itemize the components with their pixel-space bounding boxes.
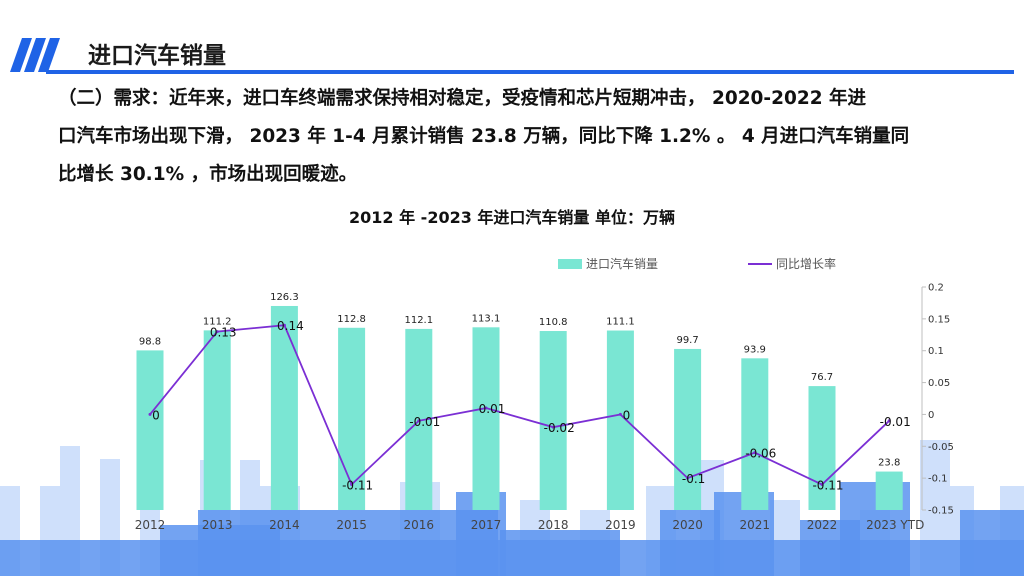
bar-label-2019: 111.1 [606, 317, 635, 328]
chart-legend: 进口汽车销量 同比增长率 [558, 256, 836, 271]
legend-bar-label: 进口汽车销量 [586, 256, 658, 271]
growth-label-2017: 0.01 [479, 402, 506, 416]
bar-2012 [136, 350, 164, 510]
bar-label-2022: 76.7 [811, 372, 833, 383]
bar-2019 [606, 330, 634, 510]
bar-2015 [338, 327, 366, 510]
bar-label-2020: 99.7 [676, 335, 698, 346]
skyline-decoration [0, 440, 1024, 576]
x-tick-2016: 2016 [404, 518, 435, 532]
growth-point-2022 [820, 483, 824, 487]
bar-2021 [741, 358, 769, 510]
x-tick-2017: 2017 [471, 518, 502, 532]
growth-label-2012: 0 [152, 408, 160, 422]
growth-point-2018 [551, 425, 555, 429]
bar-label-2015: 112.8 [337, 314, 366, 325]
growth-label-2023 YTD: -0.01 [880, 415, 911, 429]
x-tick-2022: 2022 [807, 518, 838, 532]
x-tick-2018: 2018 [538, 518, 569, 532]
growth-label-2020: -0.1 [682, 472, 705, 486]
right-tick--0.05: -0.05 [928, 442, 954, 453]
x-tick-2020: 2020 [672, 518, 703, 532]
growth-label-2015: -0.11 [342, 479, 373, 493]
bar-2020 [674, 348, 702, 510]
x-tick-2012: 2012 [135, 518, 166, 532]
legend-line-label: 同比增长率 [776, 256, 836, 271]
growth-label-2014: 0.14 [277, 319, 304, 333]
bar-2017 [472, 327, 500, 510]
growth-point-2017 [484, 406, 488, 410]
paragraph-line-1: （二）需求：近年来，进口车终端需求保持相对稳定，受疫情和芯片短期冲击， 2020… [58, 88, 867, 109]
growth-point-2013 [215, 330, 219, 334]
header-bar: 进口汽车销量 [0, 30, 1024, 76]
x-tick-2019: 2019 [605, 518, 636, 532]
growth-label-2016: -0.01 [409, 415, 440, 429]
growth-rate-line [149, 324, 890, 487]
bar-label-2018: 110.8 [539, 317, 568, 328]
growth-point-2019 [618, 412, 622, 416]
right-tick-0.05: 0.05 [928, 378, 950, 389]
bar-label-2016: 112.1 [404, 315, 433, 326]
growth-label-2022: -0.11 [812, 479, 843, 493]
growth-label-2013: 0.13 [210, 326, 237, 340]
bar-label-2012: 98.8 [139, 336, 161, 347]
chart-title: 2012 年 -2023 年进口汽车销量 单位：万辆 [349, 208, 675, 227]
growth-point-2016 [417, 419, 421, 423]
x-tick-2015: 2015 [336, 518, 367, 532]
x-tick-2023 YTD: 2023 YTD [866, 518, 924, 532]
right-tick-0.1: 0.1 [928, 346, 944, 357]
x-tick-2021: 2021 [740, 518, 771, 532]
bar-label-2014: 126.3 [270, 292, 299, 303]
growth-point-2015 [350, 483, 354, 487]
page-title: 进口汽车销量 [88, 43, 226, 69]
bar-2022 [808, 386, 836, 510]
growth-label-2018: -0.02 [544, 421, 575, 435]
right-tick-0: 0 [928, 410, 934, 421]
x-tick-2013: 2013 [202, 518, 233, 532]
growth-point-2014 [282, 323, 286, 327]
intro-paragraph: （二）需求：近年来，进口车终端需求保持相对稳定，受疫情和芯片短期冲击， 2020… [58, 80, 978, 194]
growth-point-2023 YTD [887, 419, 891, 423]
header-divider [46, 70, 1014, 74]
bar-2023 YTD [875, 471, 903, 510]
right-tick--0.1: -0.1 [928, 474, 948, 485]
growth-point-2021 [753, 451, 757, 455]
legend-bar-swatch [558, 259, 582, 269]
x-tick-2014: 2014 [269, 518, 300, 532]
growth-label-2019: 0 [623, 408, 631, 422]
growth-point-2020 [686, 476, 690, 480]
bar-label-2023 YTD: 23.8 [878, 458, 900, 469]
stripes-logo-icon [10, 38, 60, 72]
right-tick-0.15: 0.15 [928, 314, 950, 325]
bar-2018 [539, 331, 567, 510]
bar-label-2021: 93.9 [744, 344, 766, 355]
right-tick-0.2: 0.2 [928, 283, 944, 294]
right-tick--0.15: -0.15 [928, 506, 954, 517]
bar-label-2017: 113.1 [472, 313, 501, 324]
paragraph-line-2: 口汽车市场出现下滑， 2023 年 1-4 月累计销售 23.8 万辆，同比下降… [58, 126, 910, 147]
bar-2014 [270, 305, 298, 510]
growth-label-2021: -0.06 [745, 447, 776, 461]
growth-point-2012 [148, 412, 152, 416]
bar-2013 [203, 330, 231, 510]
paragraph-line-3: 比增长 30.1% ，市场出现回暖迹。 [58, 164, 358, 185]
bar-label-2013: 111.2 [203, 316, 232, 327]
